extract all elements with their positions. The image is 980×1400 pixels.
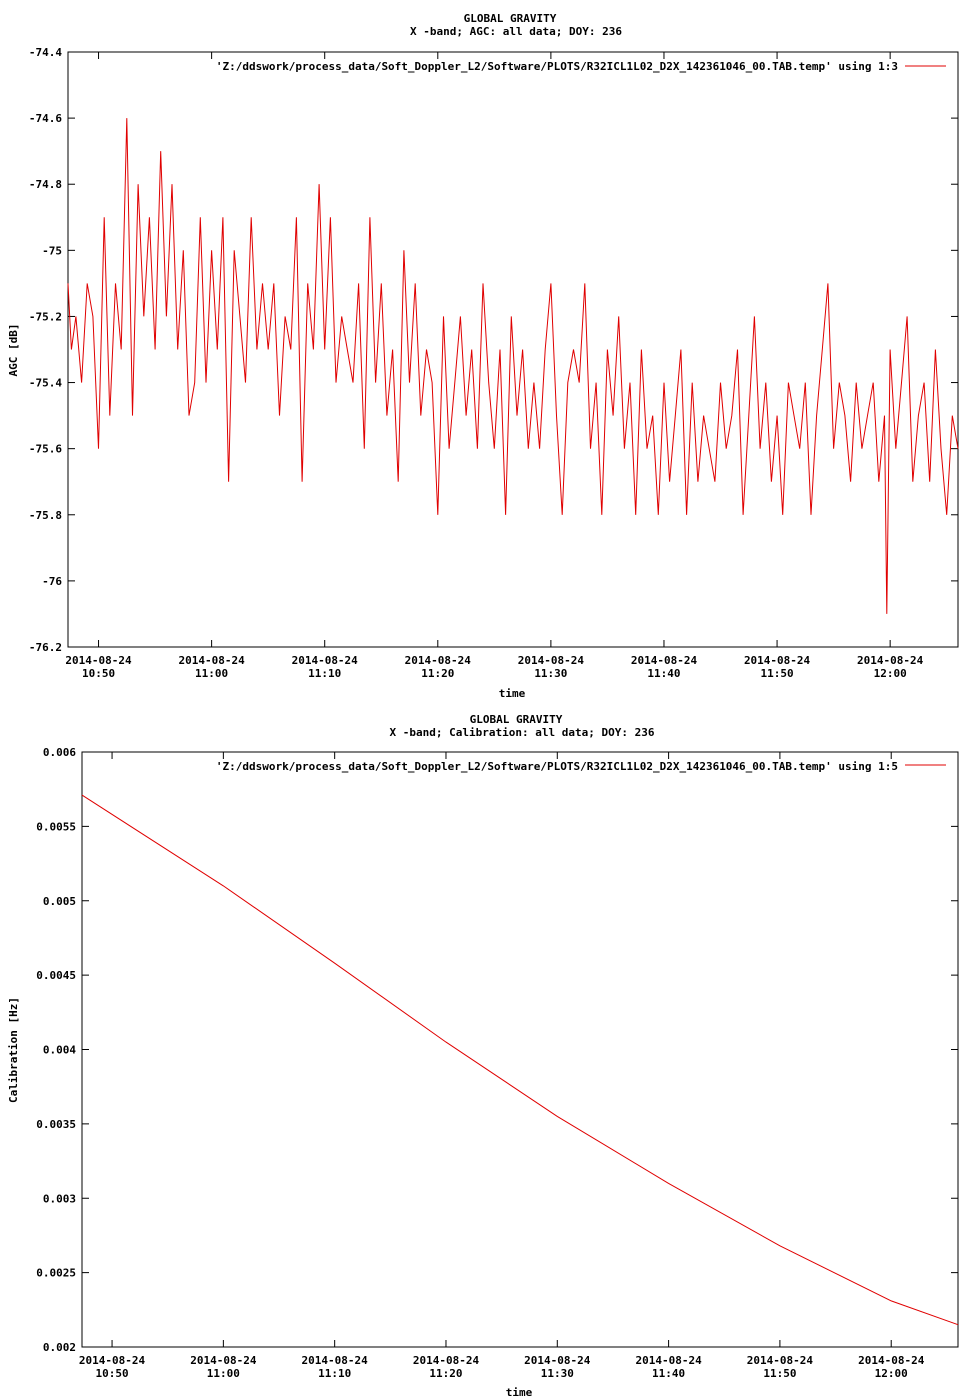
calibration-chart-title: GLOBAL GRAVITY <box>470 713 563 726</box>
calibration-x-tick-date: 2014-08-24 <box>302 1354 369 1367</box>
calibration-x-tick-date: 2014-08-24 <box>190 1354 257 1367</box>
agc-legend-label: 'Z:/ddswork/process_data/Soft_Doppler_L2… <box>216 60 898 73</box>
agc-y-tick-label: -76 <box>42 575 62 588</box>
agc-y-tick-label: -74.8 <box>29 178 62 191</box>
agc-plot-frame <box>67 51 959 648</box>
calibration-x-tick-date: 2014-08-24 <box>413 1354 480 1367</box>
agc-y-tick-label: -75.8 <box>29 509 62 522</box>
calibration-chart: GLOBAL GRAVITY X -band; Calibration: all… <box>7 713 959 1399</box>
calibration-x-tick-date: 2014-08-24 <box>747 1354 814 1367</box>
calibration-y-tick-label: 0.0045 <box>36 969 76 982</box>
calibration-plot-frame <box>81 751 959 1348</box>
calibration-x-tick-time: 11:20 <box>429 1367 462 1380</box>
calibration-y-tick-label: 0.003 <box>43 1192 76 1205</box>
calibration-y-tick-label: 0.0025 <box>36 1267 76 1280</box>
agc-x-tick-date: 2014-08-24 <box>518 654 585 667</box>
calibration-x-tick-time: 11:00 <box>207 1367 240 1380</box>
calibration-x-tick-date: 2014-08-24 <box>79 1354 146 1367</box>
calibration-x-tick-time: 11:40 <box>652 1367 685 1380</box>
agc-x-tick-date: 2014-08-24 <box>405 654 472 667</box>
agc-chart-subtitle: X -band; AGC: all data; DOY: 236 <box>410 25 622 38</box>
calibration-chart-subtitle: X -band; Calibration: all data; DOY: 236 <box>390 726 655 739</box>
agc-y-tick-label: -75 <box>42 244 62 257</box>
agc-y-tick-label: -75.6 <box>29 443 62 456</box>
agc-x-tick-date: 2014-08-24 <box>179 654 246 667</box>
agc-x-tick-time: 11:30 <box>534 667 567 680</box>
agc-x-tick-date: 2014-08-24 <box>744 654 811 667</box>
calibration-x-tick-time: 10:50 <box>95 1367 128 1380</box>
agc-x-tick-time: 11:50 <box>760 667 793 680</box>
calibration-y-tick-label: 0.0035 <box>36 1118 76 1131</box>
agc-chart-title: GLOBAL GRAVITY <box>464 12 557 25</box>
calibration-series-line <box>81 794 959 1326</box>
agc-x-tick-date: 2014-08-24 <box>631 654 698 667</box>
agc-x-tick-time: 11:10 <box>308 667 341 680</box>
agc-y-tick-label: -75.4 <box>29 377 62 390</box>
agc-y-tick-label: -75.2 <box>29 310 62 323</box>
agc-x-tick-date: 2014-08-24 <box>292 654 359 667</box>
agc-series-line <box>67 118 959 614</box>
calibration-y-tick-label: 0.0055 <box>36 820 76 833</box>
agc-x-tick-time: 11:40 <box>647 667 680 680</box>
calibration-y-tick-label: 0.006 <box>43 746 76 759</box>
agc-x-axis-label: time <box>499 687 526 700</box>
calibration-x-tick-time: 11:10 <box>318 1367 351 1380</box>
agc-y-tick-label: -74.4 <box>29 46 62 59</box>
calibration-legend-label: 'Z:/ddswork/process_data/Soft_Doppler_L2… <box>216 760 898 773</box>
agc-y-axis-label: AGC [dB] <box>7 324 20 377</box>
agc-x-tick-time: 10:50 <box>82 667 115 680</box>
calibration-plot-area: 0.006 0.0055 0.005 0.0045 0.004 0.0035 0.003 0.… <box>36 746 959 1380</box>
agc-y-tick-label: -76.2 <box>29 641 62 654</box>
calibration-y-axis-label: Calibration [Hz] <box>7 997 20 1103</box>
agc-x-tick-time: 11:00 <box>195 667 228 680</box>
agc-x-tick-date: 2014-08-24 <box>65 654 132 667</box>
calibration-x-axis-label: time <box>506 1386 533 1399</box>
calibration-x-tick-date: 2014-08-24 <box>858 1354 925 1367</box>
agc-x-tick-date: 2014-08-24 <box>857 654 924 667</box>
calibration-x-tick-date: 2014-08-24 <box>635 1354 702 1367</box>
calibration-y-tick-label: 0.005 <box>43 895 76 908</box>
calibration-x-tick-time: 12:00 <box>875 1367 908 1380</box>
agc-x-tick-time: 12:00 <box>874 667 907 680</box>
agc-plot-area: -74.4 -74.6 -74.8 -75 -75.2 -75.4 -75.6 -75.8 -7… <box>29 46 959 680</box>
agc-x-tick-time: 11:20 <box>421 667 454 680</box>
calibration-x-tick-date: 2014-08-24 <box>524 1354 591 1367</box>
agc-y-tick-label: -74.6 <box>29 112 62 125</box>
calibration-x-tick-time: 11:30 <box>541 1367 574 1380</box>
agc-chart: GLOBAL GRAVITY X -band; AGC: all data; D… <box>7 12 959 700</box>
calibration-x-tick-time: 11:50 <box>763 1367 796 1380</box>
calibration-y-tick-label: 0.002 <box>43 1341 76 1354</box>
calibration-y-tick-label: 0.004 <box>43 1044 76 1057</box>
